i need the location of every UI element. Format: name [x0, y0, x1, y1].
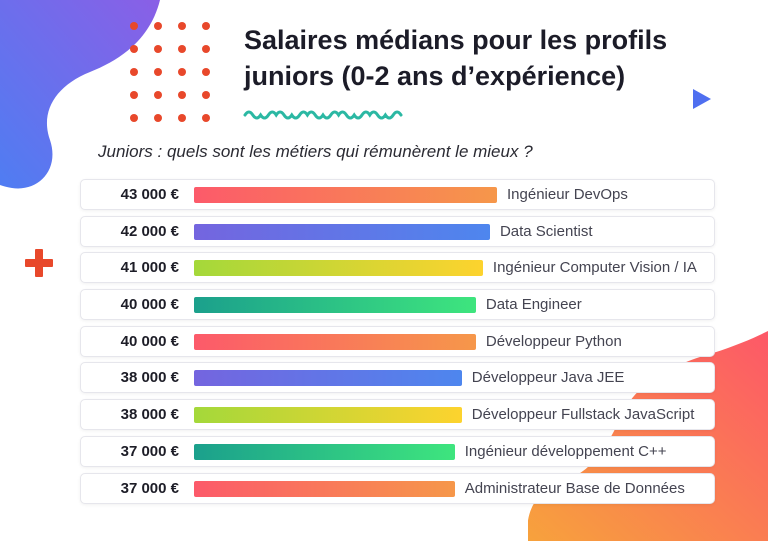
salary-bar — [194, 333, 476, 350]
salary-value-label: 40 000 € — [120, 296, 179, 314]
decor-dot — [202, 114, 210, 122]
chart-row: 41 000 € Ingénieur Computer Vision / IA — [80, 252, 715, 284]
decor-dot — [154, 45, 162, 53]
decor-dot — [178, 68, 186, 76]
job-title-label: Ingénieur DevOps — [507, 186, 628, 203]
decor-dot — [178, 22, 186, 30]
decor-dot — [202, 91, 210, 99]
salary-value-label: 37 000 € — [120, 442, 179, 460]
chart-row: 43 000 € Ingénieur DevOps — [80, 179, 715, 210]
decor-dot — [130, 114, 138, 122]
salary-bar — [194, 370, 462, 387]
decor-dot — [202, 68, 210, 76]
title-line-1: Salaires médians pour les profils — [244, 25, 668, 55]
job-title-label: Développeur Fullstack JavaScript — [471, 406, 695, 424]
chart-row: 38 000 € Développeur Java JEE — [80, 362, 715, 394]
wave-decoration — [243, 110, 403, 120]
job-title-label: Ingénieur Computer Vision / IA — [492, 259, 697, 277]
salary-value-label: 38 000 € — [120, 369, 179, 387]
salary-value-label: 37 000 € — [120, 479, 179, 497]
job-title-label: Ingénieur développement C++ — [464, 442, 667, 460]
decor-dot — [130, 68, 138, 76]
salary-bar — [194, 260, 483, 277]
background-blob-top-left — [0, 0, 160, 189]
salary-bar — [194, 297, 476, 314]
play-triangle-icon — [693, 89, 711, 109]
decor-dot — [178, 91, 186, 99]
decor-dot — [178, 45, 186, 53]
job-title-label: Administrateur Base de Données — [464, 479, 685, 497]
chart-row: 40 000 € Développeur Python — [80, 325, 715, 357]
job-title-label: Data Engineer — [485, 296, 582, 314]
decor-dot — [202, 22, 210, 30]
title-line-2: juniors (0-2 ans d’expérience) — [244, 61, 626, 91]
decor-dot — [154, 22, 162, 30]
job-title-label: Développeur Python — [485, 332, 622, 350]
decor-dot — [154, 68, 162, 76]
decor-dot — [130, 22, 138, 30]
job-title-label: Développeur Java JEE — [471, 369, 625, 387]
chart-row: 37 000 € Ingénieur développement C++ — [80, 435, 715, 467]
salary-value-label: 43 000 € — [120, 186, 179, 203]
chart-subtitle: Juniors : quels sont les métiers qui rém… — [98, 142, 533, 161]
decor-dot — [130, 45, 138, 53]
chart-row: 42 000 € Data Scientist — [80, 215, 715, 247]
decor-dot — [154, 91, 162, 99]
decor-dot — [130, 91, 138, 99]
decor-dot — [178, 114, 186, 122]
job-title-label: Data Scientist — [499, 222, 593, 240]
plus-icon — [25, 249, 53, 277]
salary-value-label: 42 000 € — [120, 222, 179, 240]
salary-bar — [194, 223, 490, 240]
salary-bar-chart: 43 000 € Ingénieur DevOps 42 000 € Data Sci… — [80, 179, 715, 509]
decor-dot — [154, 114, 162, 122]
salary-bar — [194, 187, 497, 203]
salary-value-label: 40 000 € — [120, 332, 179, 350]
chart-row: 37 000 € Administrateur Base de Données — [80, 472, 715, 504]
salary-value-label: 38 000 € — [120, 406, 179, 424]
salary-bar — [194, 407, 462, 424]
dot-grid-decoration — [130, 22, 210, 122]
salary-bar — [194, 480, 455, 497]
chart-row: 38 000 € Développeur Fullstack JavaScript — [80, 399, 715, 431]
page-title: Salaires médians pour les profils junior… — [244, 22, 714, 94]
salary-bar — [194, 443, 455, 460]
salary-value-label: 41 000 € — [120, 259, 179, 277]
decor-dot — [202, 45, 210, 53]
chart-row: 40 000 € Data Engineer — [80, 289, 715, 321]
